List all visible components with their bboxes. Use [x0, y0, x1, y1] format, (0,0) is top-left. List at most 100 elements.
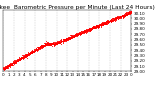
- Point: [76, 35, 79, 36]
- Point: [69, 36, 72, 38]
- Point: [8, 63, 11, 64]
- Point: [76, 34, 78, 36]
- Point: [54, 43, 56, 44]
- Point: [2, 68, 5, 69]
- Point: [130, 12, 132, 13]
- Point: [112, 19, 115, 21]
- Point: [115, 18, 118, 19]
- Point: [5, 66, 8, 67]
- Point: [11, 63, 13, 64]
- Point: [119, 16, 122, 18]
- Point: [21, 57, 24, 58]
- Point: [65, 38, 67, 39]
- Point: [53, 44, 56, 46]
- Point: [98, 25, 100, 26]
- Point: [103, 23, 106, 25]
- Point: [70, 36, 73, 38]
- Point: [19, 58, 22, 59]
- Point: [114, 19, 116, 21]
- Point: [18, 59, 21, 61]
- Point: [120, 16, 122, 17]
- Point: [97, 25, 100, 27]
- Point: [59, 42, 61, 43]
- Point: [46, 42, 49, 44]
- Point: [55, 42, 58, 44]
- Point: [22, 56, 24, 57]
- Point: [64, 39, 66, 40]
- Point: [72, 35, 74, 37]
- Point: [95, 25, 98, 26]
- Point: [43, 44, 45, 45]
- Point: [33, 50, 35, 51]
- Point: [112, 19, 115, 20]
- Point: [33, 51, 35, 53]
- Point: [51, 44, 54, 45]
- Point: [46, 43, 48, 44]
- Point: [109, 20, 112, 21]
- Point: [68, 38, 71, 39]
- Point: [9, 66, 12, 67]
- Point: [16, 59, 19, 60]
- Point: [25, 54, 28, 55]
- Point: [34, 49, 37, 50]
- Point: [49, 43, 52, 44]
- Point: [89, 30, 91, 31]
- Point: [130, 11, 132, 12]
- Point: [117, 17, 119, 18]
- Point: [114, 19, 117, 20]
- Point: [26, 54, 29, 55]
- Point: [106, 21, 108, 22]
- Point: [59, 41, 61, 42]
- Point: [111, 19, 113, 21]
- Point: [53, 43, 56, 44]
- Point: [20, 57, 22, 59]
- Point: [47, 44, 49, 45]
- Point: [24, 55, 26, 56]
- Point: [85, 30, 88, 32]
- Point: [56, 41, 59, 43]
- Point: [13, 61, 15, 63]
- Point: [109, 20, 112, 22]
- Point: [119, 17, 121, 18]
- Point: [47, 43, 50, 44]
- Point: [57, 42, 59, 43]
- Point: [126, 14, 129, 15]
- Point: [40, 45, 42, 47]
- Point: [47, 44, 49, 45]
- Point: [94, 25, 97, 26]
- Point: [87, 29, 89, 30]
- Point: [120, 15, 123, 16]
- Point: [93, 27, 95, 28]
- Point: [11, 63, 13, 64]
- Point: [23, 57, 25, 59]
- Point: [115, 17, 118, 18]
- Point: [14, 61, 16, 62]
- Point: [30, 52, 33, 53]
- Point: [71, 36, 74, 37]
- Point: [23, 55, 26, 56]
- Point: [87, 28, 89, 30]
- Point: [31, 50, 34, 52]
- Point: [88, 28, 91, 29]
- Point: [116, 17, 119, 18]
- Point: [54, 43, 56, 44]
- Point: [4, 66, 6, 67]
- Point: [113, 18, 116, 19]
- Point: [121, 15, 123, 17]
- Point: [99, 24, 102, 26]
- Point: [121, 14, 124, 15]
- Point: [66, 38, 68, 40]
- Point: [112, 18, 114, 19]
- Point: [108, 20, 111, 21]
- Point: [47, 44, 50, 45]
- Point: [49, 44, 52, 45]
- Point: [117, 17, 120, 18]
- Point: [5, 67, 8, 68]
- Point: [105, 20, 107, 21]
- Point: [82, 32, 84, 33]
- Point: [84, 31, 86, 32]
- Point: [51, 43, 54, 45]
- Point: [5, 67, 7, 68]
- Point: [84, 31, 86, 32]
- Point: [87, 28, 89, 30]
